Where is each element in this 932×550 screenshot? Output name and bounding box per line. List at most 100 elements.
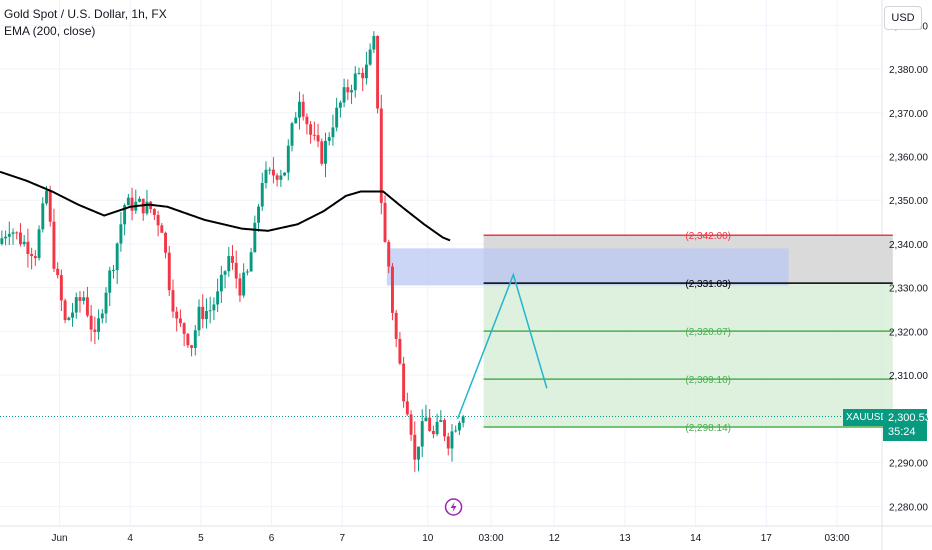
candle-body bbox=[261, 183, 264, 207]
symbol-title[interactable]: Gold Spot / U.S. Dollar, 1h, FX bbox=[4, 6, 167, 23]
currency-button[interactable]: USD bbox=[884, 6, 922, 30]
candle-body bbox=[205, 311, 208, 319]
candle-body bbox=[179, 318, 182, 323]
candle-body bbox=[67, 318, 70, 320]
level-label: (2,320.07) bbox=[685, 327, 731, 338]
y-tick-label: 2,280.00 bbox=[889, 502, 928, 513]
candle-body bbox=[127, 198, 130, 205]
candle-body bbox=[354, 74, 357, 91]
candle-body bbox=[298, 102, 301, 118]
candle-body bbox=[432, 431, 435, 434]
candle-body bbox=[454, 430, 457, 431]
candle-body bbox=[436, 422, 439, 434]
lightning-bolt-icon[interactable] bbox=[446, 499, 462, 515]
candle-body bbox=[279, 175, 282, 179]
candle-body bbox=[79, 297, 82, 301]
candle-body bbox=[220, 275, 223, 292]
candle-body bbox=[410, 414, 413, 434]
candle-body bbox=[272, 170, 275, 176]
candle-body bbox=[4, 237, 7, 239]
candle-body bbox=[317, 135, 320, 141]
candle-body bbox=[8, 234, 11, 237]
candle-body bbox=[238, 278, 241, 295]
candle-body bbox=[186, 334, 189, 345]
x-tick-label: 03:00 bbox=[824, 533, 849, 544]
candle-body bbox=[294, 118, 297, 124]
candle-body bbox=[428, 418, 431, 431]
candle-body bbox=[52, 222, 55, 269]
x-tick-label: 10 bbox=[422, 533, 434, 544]
candle-body bbox=[86, 297, 89, 315]
candle-body bbox=[391, 266, 394, 312]
level-label: (2,309.10) bbox=[685, 375, 731, 386]
candle-body bbox=[183, 323, 186, 334]
candle-body bbox=[23, 242, 26, 244]
candle-body bbox=[108, 270, 111, 292]
x-tick-label: 5 bbox=[198, 533, 204, 544]
chart-legend: Gold Spot / U.S. Dollar, 1h, FX EMA (200… bbox=[4, 6, 167, 40]
y-tick-label: 2,370.00 bbox=[889, 109, 928, 120]
candle-body bbox=[15, 232, 18, 233]
candle-body bbox=[384, 203, 387, 242]
y-tick-label: 2,360.00 bbox=[889, 152, 928, 163]
candle-body bbox=[41, 203, 44, 229]
level-label: (2,342.00) bbox=[685, 231, 731, 242]
candle-body bbox=[268, 170, 271, 171]
candle-body bbox=[305, 117, 308, 125]
candle-body bbox=[395, 313, 398, 339]
candle-body bbox=[56, 269, 59, 275]
candle-body bbox=[198, 307, 201, 330]
candle-body bbox=[413, 435, 416, 460]
candle-body bbox=[49, 191, 52, 222]
candle-body bbox=[283, 173, 286, 176]
candle-body bbox=[30, 254, 33, 256]
candle-body bbox=[358, 73, 361, 74]
candle-body bbox=[346, 87, 349, 92]
current-price-value: 2,300.53 bbox=[888, 411, 927, 425]
candle-body bbox=[212, 304, 215, 310]
candle-body bbox=[90, 316, 93, 330]
candle-body bbox=[227, 256, 230, 271]
level-label: (2,298.14) bbox=[685, 423, 731, 434]
candle-body bbox=[26, 242, 29, 254]
candle-body bbox=[250, 252, 253, 271]
candle-body bbox=[138, 199, 141, 202]
candle-body bbox=[175, 312, 178, 319]
candle-body bbox=[112, 270, 115, 271]
candle-body bbox=[313, 135, 316, 136]
candle-body bbox=[64, 300, 67, 320]
candle-body bbox=[376, 36, 379, 108]
candle-body bbox=[93, 330, 96, 332]
ema-indicator-label[interactable]: EMA (200, close) bbox=[4, 23, 167, 40]
candle-body bbox=[417, 447, 420, 460]
x-tick-label: Jun bbox=[51, 533, 67, 544]
candle-body bbox=[380, 108, 383, 202]
x-tick-label: 03:00 bbox=[479, 533, 504, 544]
candle-body bbox=[365, 65, 368, 79]
candle-body bbox=[160, 225, 163, 232]
candle-body bbox=[253, 223, 256, 252]
candle-body bbox=[424, 418, 427, 422]
candle-body bbox=[265, 170, 268, 183]
candle-body bbox=[451, 431, 454, 448]
candle-body bbox=[328, 137, 331, 141]
candle-body bbox=[60, 275, 63, 300]
candle-body bbox=[157, 215, 160, 225]
candle-body bbox=[0, 238, 3, 244]
candle-body bbox=[369, 50, 372, 65]
candle-body bbox=[339, 103, 342, 108]
candle-body bbox=[71, 313, 74, 318]
candle-body bbox=[331, 127, 334, 137]
candle-body bbox=[324, 141, 327, 164]
candle-body bbox=[119, 224, 122, 243]
candle-body bbox=[19, 232, 22, 244]
candle-body bbox=[231, 256, 234, 263]
candle-body bbox=[276, 175, 279, 179]
candle-body bbox=[291, 123, 294, 145]
x-tick-label: 12 bbox=[549, 533, 561, 544]
candle-body bbox=[172, 290, 175, 311]
candle-body bbox=[101, 313, 104, 318]
candle-body bbox=[343, 87, 346, 102]
candle-body bbox=[82, 297, 85, 301]
